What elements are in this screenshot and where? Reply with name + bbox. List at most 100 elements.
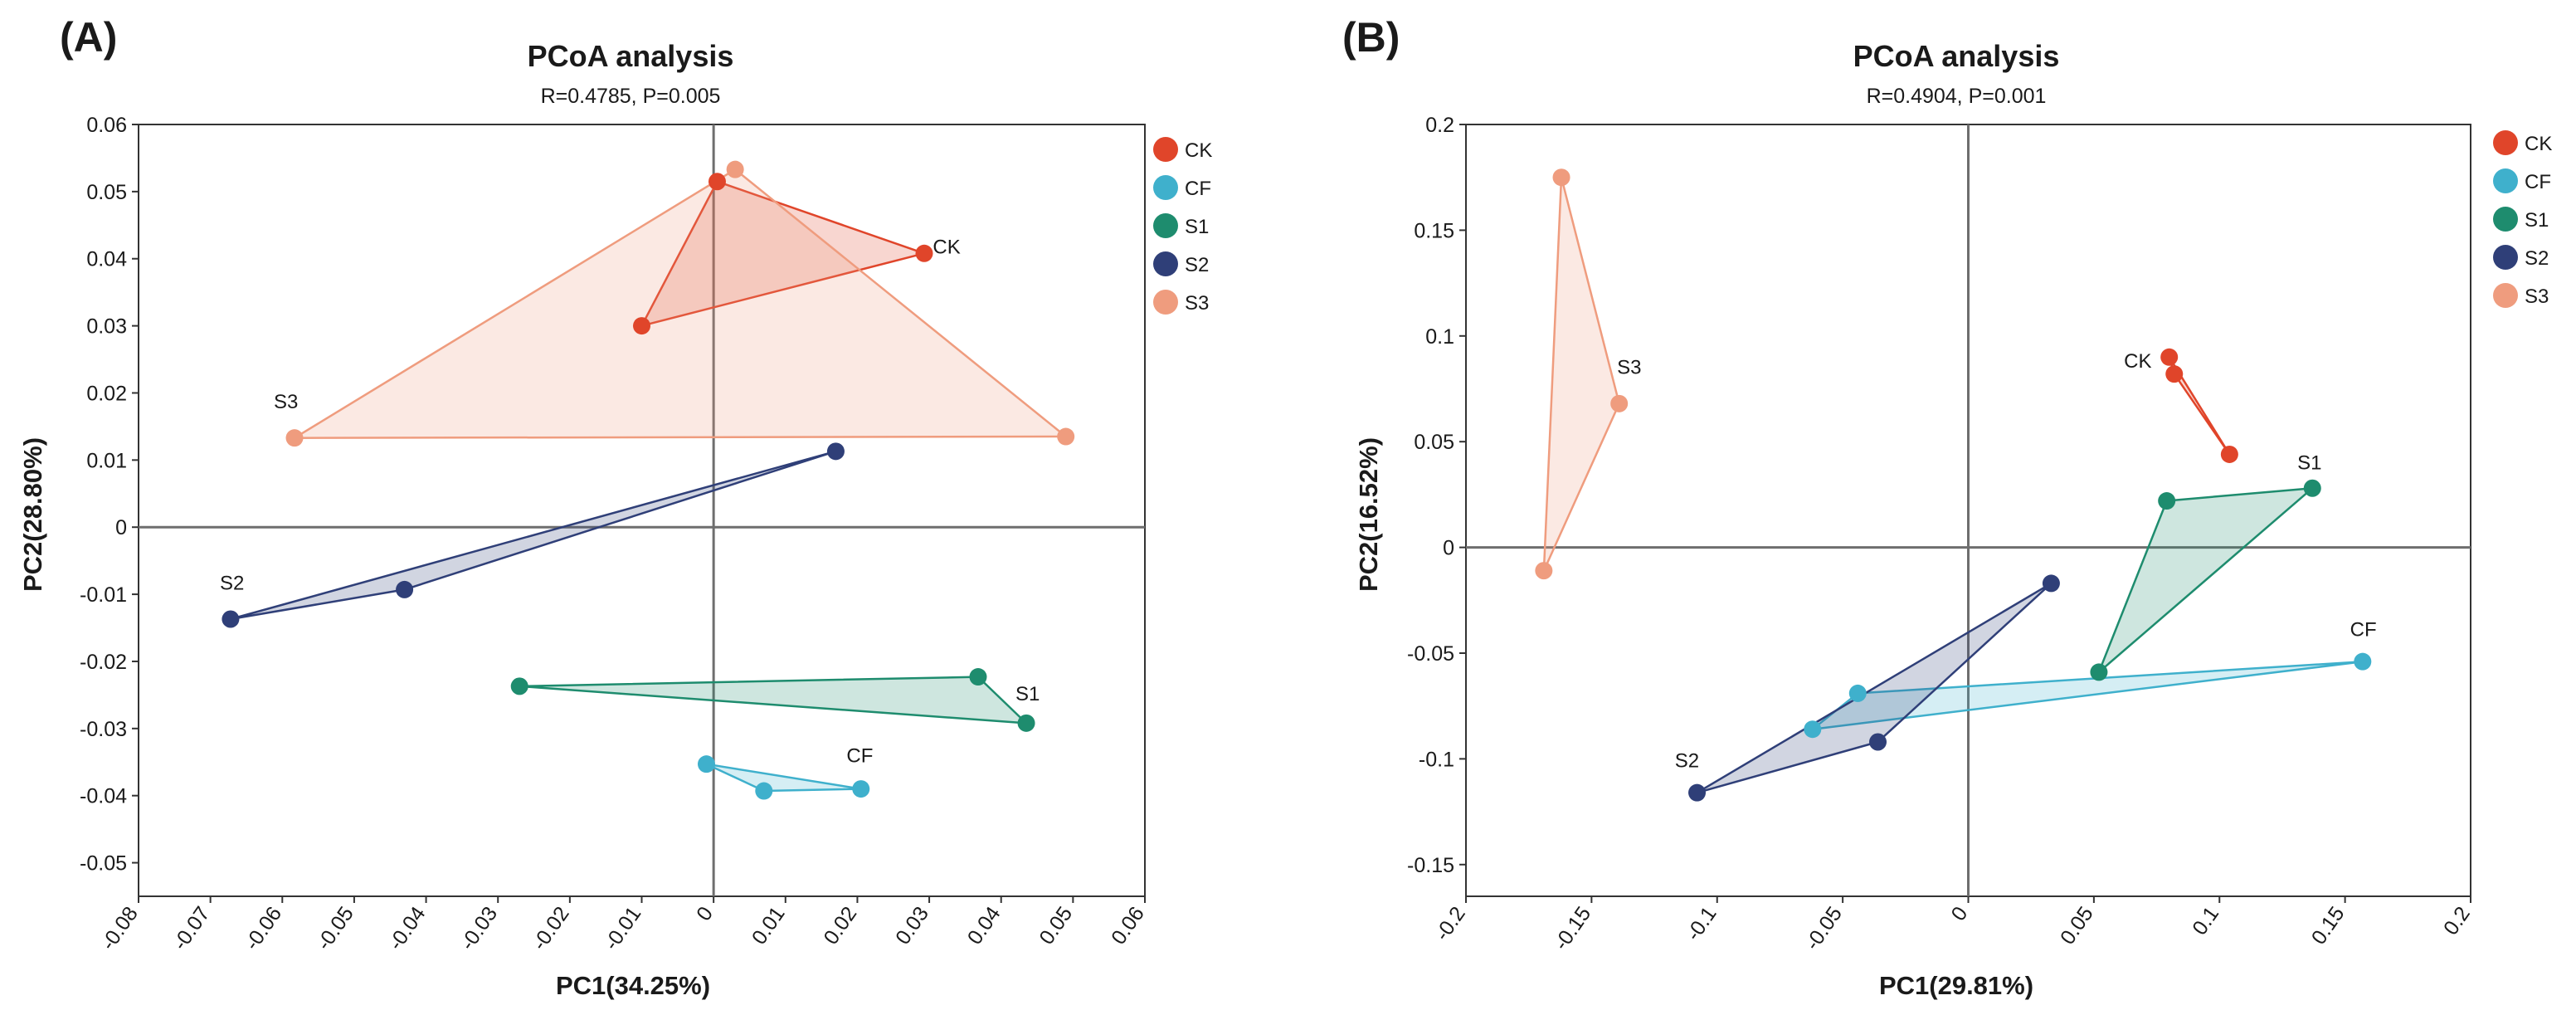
y-tick-label: 0.2	[1425, 114, 1454, 137]
legend-label-ck: CK	[2525, 133, 2552, 155]
data-point-ck	[2160, 348, 2179, 366]
data-point-s2	[222, 610, 240, 628]
group-label-s1: S1	[1015, 683, 1040, 705]
panel-b-y-axis-label: PC2(16.52%)	[1354, 437, 1383, 592]
group-label-s3: S3	[274, 391, 298, 413]
y-tick-label: 0	[1443, 537, 1454, 560]
group-hull-s1	[2097, 486, 2314, 674]
data-point-s3	[1610, 394, 1629, 412]
panel-b-x-axis-label: PC1(29.81%)	[1879, 971, 2033, 1000]
y-tick-label: 0.15	[1414, 219, 1454, 242]
data-point-cf	[1804, 720, 1822, 739]
legend-label-ck: CK	[1185, 139, 1212, 162]
y-tick-label: -0.05	[80, 852, 127, 876]
data-point-s1	[1017, 714, 1035, 732]
legend-label-cf: CF	[1185, 178, 1211, 200]
y-tick-label: 0.01	[86, 449, 127, 472]
legend-marker-ck	[2493, 130, 2518, 155]
y-tick-label: 0.05	[1414, 431, 1454, 454]
y-tick-label: 0.1	[1425, 325, 1454, 349]
data-point-ck	[633, 317, 650, 335]
legend-marker-s3	[1153, 290, 1178, 315]
legend-marker-cf	[1153, 175, 1178, 200]
y-tick-label: 0	[115, 516, 127, 539]
group-hull-cf	[705, 763, 863, 793]
group-label-s3: S3	[1617, 357, 1641, 379]
data-point-s3	[1552, 168, 1570, 187]
group-hull-s1	[518, 676, 1028, 725]
data-point-s2	[1688, 783, 1707, 802]
legend-marker-cf	[2493, 168, 2518, 193]
panel-b: (B) PCoA analysis R=0.4904, P=0.001 PC1(…	[1342, 14, 2552, 1000]
legend-label-s3: S3	[2525, 285, 2549, 308]
panel-b-subtitle: R=0.4904, P=0.001	[1867, 85, 2047, 108]
y-tick-label: -0.02	[80, 651, 127, 674]
panel-a-y-axis-label: PC2(28.80%)	[18, 437, 47, 592]
legend-marker-s2	[1153, 251, 1178, 276]
data-point-s2	[1869, 733, 1887, 751]
legend-marker-s1	[1153, 213, 1178, 238]
y-tick-label: -0.03	[80, 718, 127, 741]
data-point-ck	[708, 173, 726, 191]
group-label-s2: S2	[220, 572, 244, 594]
legend-marker-s1	[2493, 207, 2518, 232]
panel-b-legend: CK CF S1 S2 S3	[2493, 130, 2552, 308]
data-point-s2	[396, 580, 414, 598]
y-tick-label: -0.1	[1419, 748, 1454, 771]
group-label-ck: CK	[2124, 350, 2151, 373]
panel-b-plot-area: -0.2 -0.15 -0.1 -0.05 0 0.05 0.1 0.15 0.20.20.15…	[1407, 114, 2475, 954]
data-point-s3	[1535, 562, 1553, 580]
y-tick-label: 0.03	[86, 315, 127, 339]
group-label-cf: CF	[846, 744, 873, 767]
data-point-cf	[755, 782, 773, 800]
group-hull-s3	[1542, 176, 1620, 572]
legend-label-s2: S2	[2525, 247, 2549, 270]
data-point-s1	[2090, 663, 2108, 681]
group-label-ck: CK	[933, 236, 960, 258]
y-tick-label: -0.04	[80, 785, 127, 808]
data-point-s2	[826, 442, 845, 461]
legend-label-s1: S1	[2525, 209, 2549, 232]
legend-marker-ck	[1153, 137, 1178, 162]
data-point-s3	[726, 160, 744, 178]
data-point-cf	[2354, 652, 2372, 671]
y-tick-label: -0.15	[1407, 854, 1454, 877]
legend-marker-s3	[2493, 283, 2518, 308]
data-point-s2	[2042, 574, 2060, 593]
panel-a-letter: (A)	[60, 14, 117, 61]
y-tick-label: 0.02	[86, 382, 127, 405]
data-point-cf	[852, 780, 870, 798]
y-tick-label: -0.05	[1407, 642, 1454, 666]
y-tick-label: 0.04	[86, 248, 127, 271]
y-tick-label: -0.01	[80, 583, 127, 607]
panel-b-letter: (B)	[1342, 14, 1400, 61]
group-label-s2: S2	[1675, 750, 1699, 773]
group-hull-s2	[229, 450, 837, 621]
group-hull-s2	[1696, 582, 2053, 794]
legend-label-s3: S3	[1185, 292, 1209, 315]
panel-a-x-axis-label: PC1(34.25%)	[556, 971, 710, 1000]
group-hull-ck	[2168, 356, 2231, 456]
data-point-s1	[2303, 479, 2321, 497]
data-point-cf	[1848, 684, 1867, 702]
data-point-ck	[2220, 445, 2238, 463]
data-point-s1	[969, 668, 987, 686]
group-label-s1: S1	[2297, 451, 2321, 474]
panel-a-legend: CK CF S1 S2 S3	[1153, 137, 1212, 315]
data-point-cf	[697, 755, 715, 773]
legend-label-s1: S1	[1185, 216, 1209, 238]
panel-a-title: PCoA analysis	[528, 39, 734, 73]
legend-label-s2: S2	[1185, 254, 1209, 276]
data-point-s3	[1057, 427, 1075, 446]
data-point-s1	[510, 677, 528, 695]
data-point-s3	[285, 429, 304, 447]
y-tick-label: 0.06	[86, 114, 127, 137]
data-point-ck	[915, 244, 933, 262]
y-tick-label: 0.05	[86, 181, 127, 204]
group-label-cf: CF	[2350, 619, 2377, 642]
group-hull-ck	[640, 180, 926, 327]
group-hull-s3	[293, 168, 1067, 439]
legend-marker-s2	[2493, 245, 2518, 270]
